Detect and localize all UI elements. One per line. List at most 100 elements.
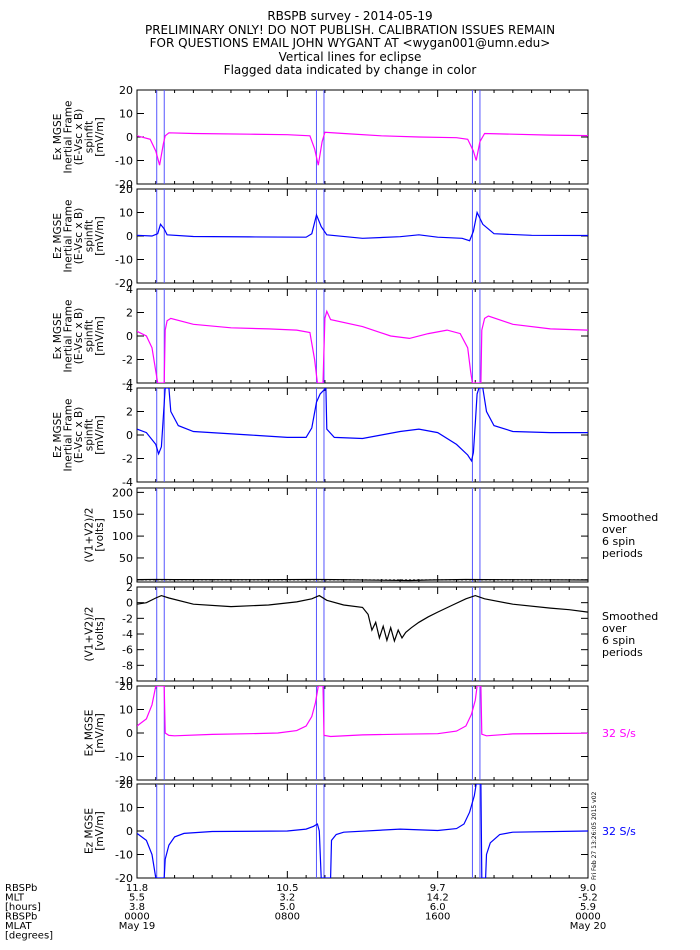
data-series-line bbox=[137, 388, 588, 463]
y-tick-label: 4 bbox=[126, 283, 133, 296]
y-tick-label: -20 bbox=[115, 178, 133, 191]
header-line-contact: FOR QUESTIONS EMAIL JOHN WYGANT AT <wyga… bbox=[149, 36, 551, 50]
y-tick-label: -8 bbox=[122, 659, 133, 672]
y-axis-label: Inertial Frame bbox=[63, 200, 75, 273]
y-tick-label: 10 bbox=[119, 802, 133, 815]
footer-value: 6.0 bbox=[430, 902, 446, 913]
footer-value: 0800 bbox=[275, 912, 300, 923]
y-tick-label: 10 bbox=[119, 108, 133, 121]
footer-row-label: [hours] bbox=[5, 902, 41, 913]
y-axis-label: [mV/m] bbox=[94, 117, 106, 156]
panel-side-note: periods bbox=[602, 547, 643, 560]
footer-row-label: MLAT bbox=[5, 921, 32, 932]
y-axis-label: Ez MGSE bbox=[52, 213, 64, 259]
y-tick-label: 10 bbox=[119, 704, 133, 717]
y-axis-label: Inertial Frame bbox=[63, 399, 75, 472]
y-axis-label: Inertial Frame bbox=[63, 101, 75, 174]
y-tick-label: 0 bbox=[126, 825, 133, 838]
y-axis-label: (E-Vsc x B) bbox=[73, 308, 85, 365]
footer-row-label: MLT bbox=[5, 893, 25, 904]
y-tick-label: 20 bbox=[119, 183, 133, 196]
panel-side-note: over bbox=[602, 622, 627, 635]
footer-value: 10.5 bbox=[276, 883, 298, 894]
y-axis-label: spinfit bbox=[84, 320, 96, 352]
y-tick-label: 0 bbox=[126, 429, 133, 442]
y-axis-label: (E-Vsc x B) bbox=[73, 109, 85, 166]
y-tick-label: -6 bbox=[122, 644, 133, 657]
y-axis-label: [mV/m] bbox=[94, 713, 106, 752]
data-series-line bbox=[137, 686, 588, 738]
y-tick-label: 2 bbox=[126, 307, 133, 320]
y-tick-label: -10 bbox=[115, 751, 133, 764]
footer-value: 11.8 bbox=[126, 883, 148, 894]
panel-frame bbox=[136, 89, 589, 185]
panel-frame bbox=[136, 685, 589, 781]
footer-value: 5.5 bbox=[129, 893, 145, 904]
y-tick-label: 0 bbox=[126, 330, 133, 343]
y-tick-label: -20 bbox=[115, 277, 133, 290]
y-tick-label: 4 bbox=[126, 382, 133, 395]
footer-value: 5.9 bbox=[580, 902, 596, 913]
y-axis-label: Inertial Frame bbox=[63, 300, 75, 373]
panel-side-note: periods bbox=[602, 646, 643, 659]
y-tick-label: 0 bbox=[126, 230, 133, 243]
panel-frame bbox=[136, 586, 589, 682]
data-series-line bbox=[137, 309, 588, 383]
y-tick-label: -4 bbox=[122, 628, 133, 641]
y-tick-label: -10 bbox=[115, 155, 133, 168]
header-line-warning: PRELIMINARY ONLY! DO NOT PUBLISH. CALIBR… bbox=[144, 22, 556, 37]
y-axis-label: (E-Vsc x B) bbox=[73, 407, 85, 464]
panel-side-note: Smoothed bbox=[602, 511, 658, 524]
footer-value: 1600 bbox=[425, 912, 450, 923]
y-tick-label: 150 bbox=[112, 508, 133, 521]
footer-row-label: RBSPb bbox=[5, 912, 37, 923]
panel-side-note: 32 S/s bbox=[602, 825, 636, 838]
footer-value: May 19 bbox=[119, 921, 156, 932]
y-axis-label: Ex MGSE bbox=[84, 710, 96, 757]
footer-value: 3.2 bbox=[279, 893, 295, 904]
y-tick-label: 2 bbox=[126, 581, 133, 594]
y-tick-label: 0 bbox=[126, 727, 133, 740]
y-tick-label: -10 bbox=[115, 849, 133, 862]
panel-side-note: over bbox=[602, 523, 627, 536]
header-line-title: RBSPB survey - 2014-05-19 bbox=[267, 9, 433, 23]
y-tick-label: 0 bbox=[126, 131, 133, 144]
header-line-flag-note: Flagged data indicated by change in colo… bbox=[223, 63, 477, 77]
y-axis-label: spinfit bbox=[84, 121, 96, 153]
panel-side-note: 6 spin bbox=[602, 634, 635, 647]
footer-row-label: RBSPb bbox=[5, 883, 37, 894]
y-axis-label: (E-Vsc x B) bbox=[73, 208, 85, 265]
y-axis-label: [mV/m] bbox=[94, 216, 106, 255]
data-series-line bbox=[137, 131, 588, 166]
footer-value: 9.7 bbox=[430, 883, 446, 894]
y-tick-label: -2 bbox=[122, 354, 133, 367]
footer-row-label: [degrees] bbox=[5, 931, 53, 942]
y-axis-label: [volts] bbox=[94, 518, 106, 551]
y-axis-label: Ez MGSE bbox=[84, 808, 96, 854]
footer-value: 0000 bbox=[124, 912, 149, 923]
y-axis-label: Ez MGSE bbox=[52, 412, 64, 458]
footer-value: -5.2 bbox=[578, 893, 598, 904]
y-tick-label: 0 bbox=[126, 597, 133, 610]
panel-side-note: Smoothed bbox=[602, 610, 658, 623]
y-tick-label: 20 bbox=[119, 680, 133, 693]
y-axis-label: spinfit bbox=[84, 419, 96, 451]
y-axis-label: (V1+V2)/2 bbox=[84, 508, 96, 563]
y-tick-label: -2 bbox=[122, 612, 133, 625]
y-tick-label: 2 bbox=[126, 406, 133, 419]
footer-value: May 20 bbox=[570, 921, 607, 932]
y-tick-label: -20 bbox=[115, 774, 133, 787]
data-series-line bbox=[137, 594, 588, 644]
y-axis-label: [volts] bbox=[94, 617, 106, 650]
y-axis-label: spinfit bbox=[84, 220, 96, 252]
footer-value: 3.8 bbox=[129, 902, 145, 913]
data-series-line bbox=[137, 210, 588, 242]
panel-side-note: 32 S/s bbox=[602, 727, 636, 740]
plot-header: RBSPB survey - 2014-05-19 PRELIMINARY ON… bbox=[0, 9, 700, 78]
data-series-line bbox=[137, 784, 588, 878]
y-tick-label: 50 bbox=[119, 552, 133, 565]
panel-side-note: 6 spin bbox=[602, 535, 635, 548]
y-tick-label: -10 bbox=[115, 675, 133, 688]
header-line-eclipse-note: Vertical lines for eclipse bbox=[278, 49, 422, 64]
